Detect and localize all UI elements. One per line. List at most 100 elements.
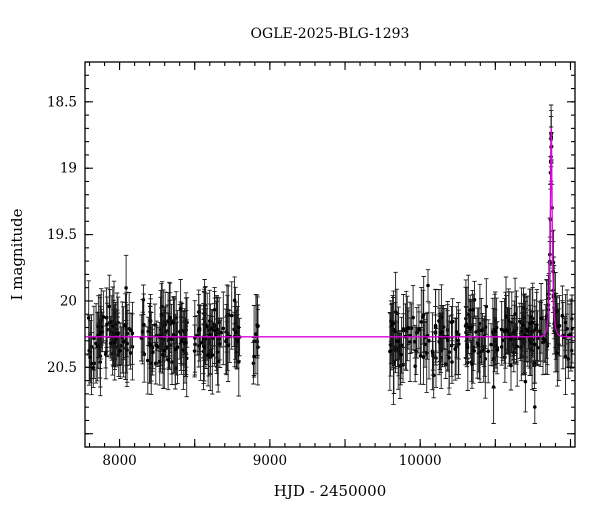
data-point: [221, 291, 226, 366]
point-marker: [502, 329, 507, 333]
data-point: [251, 337, 257, 376]
point-marker: [105, 322, 109, 327]
data-point: [403, 303, 408, 370]
point-marker: [221, 326, 226, 331]
data-point: [154, 325, 159, 366]
point-marker: [508, 337, 513, 342]
point-marker: [560, 314, 565, 318]
point-marker: [207, 319, 212, 323]
point-marker: [470, 362, 474, 367]
point-marker: [101, 315, 106, 319]
data-point: [118, 322, 123, 379]
data-point: [542, 319, 547, 363]
point-marker: [115, 331, 120, 336]
point-marker: [526, 329, 530, 334]
data-point: [251, 342, 256, 385]
point-marker: [464, 322, 469, 327]
data-point: [148, 305, 153, 384]
data-point: [165, 329, 171, 391]
point-marker: [563, 354, 568, 359]
point-marker: [146, 358, 150, 363]
data-point: [162, 312, 167, 390]
point-marker: [125, 341, 129, 346]
point-marker: [533, 405, 537, 409]
point-marker: [426, 283, 430, 288]
point-marker: [89, 361, 94, 366]
point-marker: [447, 355, 451, 360]
data-point: [145, 326, 150, 395]
point-marker: [543, 339, 547, 343]
point-marker: [467, 325, 472, 330]
point-marker: [224, 339, 228, 344]
data-point: [254, 294, 260, 356]
point-marker: [468, 308, 473, 312]
data-point: [512, 300, 517, 364]
data-point: [394, 322, 399, 361]
point-marker: [229, 313, 234, 318]
data-point: [420, 289, 426, 345]
data-point: [424, 312, 429, 393]
point-marker: [148, 343, 152, 347]
point-marker: [399, 343, 404, 348]
data-point: [446, 320, 452, 395]
data-point: [120, 301, 125, 374]
y-tick-label: 20: [60, 293, 77, 309]
point-marker: [409, 326, 414, 330]
data-point: [95, 311, 100, 382]
x-tick-label: 9000: [253, 453, 287, 469]
point-marker: [411, 315, 415, 320]
point-marker: [521, 323, 525, 328]
point-marker: [439, 331, 443, 335]
y-tick-label: 20.5: [47, 360, 77, 376]
data-point: [101, 290, 106, 344]
data-point: [406, 310, 411, 346]
y-tick-label: 19.5: [47, 227, 77, 243]
data-point: [421, 276, 426, 354]
point-marker: [523, 333, 527, 337]
point-marker: [427, 339, 431, 343]
axis-tick-labels: 8000 9000 10000 18.5 19 19.5 20 20.5: [47, 94, 442, 469]
data-point: [398, 330, 404, 379]
point-marker: [175, 345, 180, 349]
data-point: [520, 302, 525, 348]
data-point: [471, 293, 476, 326]
point-marker: [215, 327, 219, 332]
data-point: [433, 288, 438, 363]
data-point: [171, 299, 176, 347]
point-marker: [98, 331, 103, 335]
point-marker: [414, 349, 418, 353]
point-marker: [486, 349, 491, 354]
data-point: [563, 294, 568, 351]
data-point: [391, 297, 396, 350]
data-point: [476, 317, 481, 373]
data-point: [167, 282, 173, 353]
point-marker: [112, 340, 117, 345]
data-point: [212, 291, 217, 329]
point-marker: [178, 306, 183, 311]
point-marker: [142, 322, 146, 327]
data-point: [215, 300, 220, 359]
point-marker: [151, 350, 155, 355]
point-marker: [394, 339, 399, 344]
point-marker: [399, 352, 403, 357]
data-point: [438, 305, 444, 361]
point-marker: [203, 337, 207, 341]
point-marker: [233, 321, 238, 326]
data-point: [522, 296, 528, 374]
point-marker: [391, 321, 396, 326]
data-point: [532, 390, 537, 424]
x-tick-label: 10000: [399, 453, 442, 469]
point-marker: [471, 307, 476, 312]
point-marker: [406, 326, 411, 330]
point-marker: [168, 315, 172, 320]
point-marker: [123, 323, 128, 328]
data-point: [560, 285, 565, 347]
data-point: [426, 302, 432, 380]
data-point: [175, 310, 180, 385]
point-marker: [453, 347, 458, 351]
point-marker: [509, 363, 513, 368]
point-marker: [88, 355, 92, 360]
x-tick-label: 8000: [102, 453, 136, 469]
point-marker: [493, 329, 498, 334]
